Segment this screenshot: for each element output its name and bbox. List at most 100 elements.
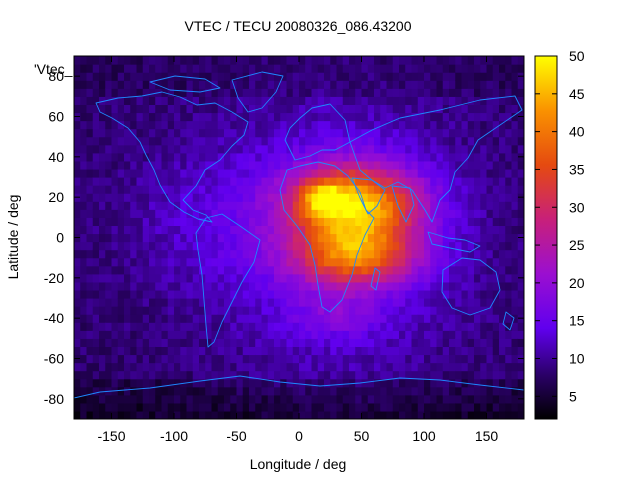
heatmap-cell xyxy=(186,273,194,283)
coastline-antarctica xyxy=(74,375,524,399)
heatmap-cell xyxy=(142,378,150,388)
heatmap-cell xyxy=(117,289,125,299)
heatmap-cell xyxy=(499,209,506,218)
heatmap-cell xyxy=(149,112,156,122)
heatmap-cell xyxy=(130,193,138,202)
heatmap-cell xyxy=(330,394,338,404)
heatmap-cell xyxy=(305,257,313,267)
heatmap-cell xyxy=(230,306,238,315)
heatmap-cell xyxy=(374,314,381,323)
heatmap-cell xyxy=(324,354,331,364)
heatmap-cell xyxy=(336,144,344,154)
heatmap-cell xyxy=(467,273,475,283)
coastline-europe xyxy=(284,103,351,161)
heatmap-cell xyxy=(161,209,169,218)
heatmap-cell xyxy=(342,177,350,186)
heatmap-cell xyxy=(349,410,356,419)
heatmap-cell xyxy=(330,265,338,275)
heatmap-cell xyxy=(442,289,450,299)
heatmap-cell xyxy=(292,289,300,299)
heatmap-cell xyxy=(117,362,125,372)
heatmap-cell xyxy=(155,193,163,202)
colorbar-tick-label: 5 xyxy=(569,388,577,404)
heatmap-cell xyxy=(317,241,325,251)
heatmap-cell xyxy=(399,64,406,73)
heatmap-cell xyxy=(417,104,425,114)
heatmap-cell xyxy=(136,64,144,73)
heatmap-cell xyxy=(299,378,306,388)
heatmap-cell xyxy=(167,120,175,130)
heatmap-cell xyxy=(242,330,250,339)
heatmap-cell xyxy=(455,80,463,89)
heatmap-cell xyxy=(286,233,294,243)
heatmap-cell xyxy=(386,314,394,323)
heatmap-cell xyxy=(324,88,331,97)
heatmap-cell xyxy=(317,233,325,243)
heatmap-cell xyxy=(142,362,150,372)
heatmap-cell xyxy=(142,314,150,323)
heatmap-cell xyxy=(461,314,469,323)
heatmap-cell xyxy=(480,80,488,89)
heatmap-cell xyxy=(180,257,188,267)
heatmap-cell xyxy=(217,354,225,364)
heatmap-cell xyxy=(430,346,438,356)
heatmap-cell xyxy=(161,193,169,202)
heatmap-cell xyxy=(449,298,456,307)
heatmap-cell xyxy=(92,120,100,130)
heatmap-cell xyxy=(99,96,106,105)
heatmap-cell xyxy=(505,298,513,307)
heatmap-cell xyxy=(311,370,319,380)
heatmap-cell xyxy=(155,298,163,307)
heatmap-cell xyxy=(411,322,419,331)
heatmap-cell xyxy=(230,193,238,202)
heatmap-cell xyxy=(92,233,100,243)
heatmap-cell xyxy=(380,160,388,170)
heatmap-cell xyxy=(511,120,519,130)
heatmap-cell xyxy=(461,410,469,419)
heatmap-cell xyxy=(174,177,181,186)
heatmap-cell xyxy=(449,152,456,162)
heatmap-cell xyxy=(392,354,400,364)
heatmap-cell xyxy=(167,96,175,105)
heatmap-cell xyxy=(149,56,156,65)
heatmap-cell xyxy=(386,160,394,170)
heatmap-cell xyxy=(417,394,425,404)
heatmap-cell xyxy=(517,128,524,138)
heatmap-cell xyxy=(417,217,425,226)
heatmap-cell xyxy=(180,96,188,105)
heatmap-cell xyxy=(261,241,269,251)
heatmap-cell xyxy=(405,177,413,186)
heatmap-cell xyxy=(367,225,375,235)
heatmap-cell xyxy=(205,120,213,130)
heatmap-cell xyxy=(374,402,381,412)
heatmap-cell xyxy=(186,104,194,114)
heatmap-cell xyxy=(161,386,169,396)
heatmap-cell xyxy=(192,410,200,419)
heatmap-cell xyxy=(399,402,406,412)
heatmap-cell xyxy=(217,128,225,138)
heatmap-cell xyxy=(74,185,81,194)
heatmap-cell xyxy=(117,338,125,347)
heatmap-cell xyxy=(249,96,256,105)
heatmap-cell xyxy=(380,281,388,291)
heatmap-cell xyxy=(449,209,456,218)
heatmap-cell xyxy=(336,338,344,347)
heatmap-cell xyxy=(492,88,500,97)
heatmap-cell xyxy=(180,209,188,218)
heatmap-cell xyxy=(136,128,144,138)
heatmap-cell xyxy=(92,80,100,89)
heatmap-cell xyxy=(124,193,131,202)
heatmap-cell xyxy=(236,338,244,347)
heatmap-cell xyxy=(411,88,419,97)
heatmap-cell xyxy=(511,104,519,114)
heatmap-cell xyxy=(211,120,219,130)
heatmap-cell xyxy=(417,241,425,251)
heatmap-cell xyxy=(399,330,406,339)
heatmap-cell xyxy=(255,346,263,356)
heatmap-cell xyxy=(286,330,294,339)
heatmap-cell xyxy=(111,128,119,138)
heatmap-cell xyxy=(499,96,506,105)
heatmap-cell xyxy=(436,217,444,226)
heatmap-cell xyxy=(230,265,238,275)
